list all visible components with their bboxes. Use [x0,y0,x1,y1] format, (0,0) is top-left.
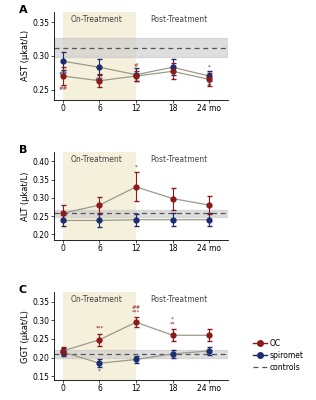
Text: Post-Treatment: Post-Treatment [150,155,207,164]
Y-axis label: GGT (μkat/L): GGT (μkat/L) [21,310,30,363]
Bar [63,12,136,100]
Text: A: A [19,5,27,15]
Y-axis label: ALT (μkat/L): ALT (μkat/L) [21,171,30,221]
Text: ##
***: ## *** [131,305,141,314]
Text: ##: ## [58,72,68,76]
Text: ##: ## [95,77,104,82]
Text: On-Treatment: On-Treatment [70,15,122,24]
Text: *: * [98,368,101,374]
Text: #: # [207,83,211,88]
Text: *
**: * ** [170,317,175,326]
Y-axis label: AST (μkat/L): AST (μkat/L) [21,30,30,81]
Legend: OC, spiromet, controls: OC, spiromet, controls [253,339,304,372]
Bar [54,350,228,358]
Text: Post-Treatment: Post-Treatment [150,15,207,24]
Text: ***: *** [95,326,104,331]
Text: B: B [19,145,27,155]
Text: ##: ## [58,86,68,91]
Bar [54,38,228,57]
Bar [63,152,136,240]
Text: Post-Treatment: Post-Treatment [150,295,207,304]
Bar [54,210,228,217]
Text: On-Treatment: On-Treatment [70,155,122,164]
Text: #: # [134,62,138,68]
Text: On-Treatment: On-Treatment [70,295,122,304]
Text: C: C [19,285,27,295]
Text: *: * [135,164,137,169]
Bar [63,292,136,380]
Text: *: * [208,64,210,70]
